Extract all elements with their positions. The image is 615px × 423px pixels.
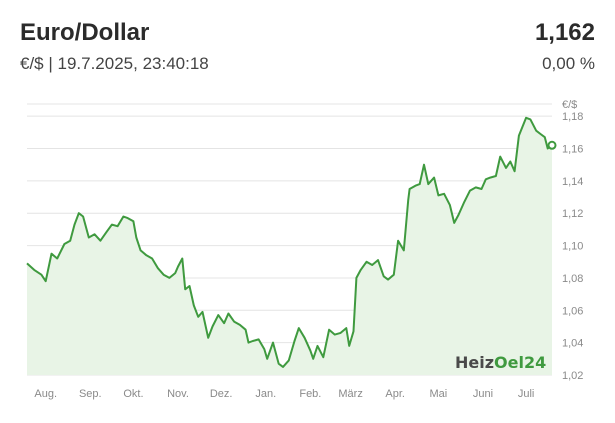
x-tick-label: Mai — [430, 388, 448, 400]
x-tick-label: März — [338, 388, 362, 400]
watermark-part-oel: Oel — [494, 353, 524, 372]
y-tick-label: 1,18 — [562, 111, 583, 123]
change-percent: 0,00 % — [542, 54, 595, 73]
x-tick-label: Aug. — [34, 388, 57, 400]
x-tick-label: Dez. — [210, 388, 233, 400]
heizoel24-watermark: HeizOel24 — [455, 353, 546, 372]
x-tick-label: Juli — [518, 388, 535, 400]
area-fill — [27, 117, 552, 376]
x-tick-label: Okt. — [123, 388, 143, 400]
svg-text:HeizOel24: HeizOel24 — [455, 353, 546, 372]
y-tick-label: 1,10 — [562, 241, 583, 253]
y-tick-label: 1,12 — [562, 208, 583, 220]
page-title: Euro/Dollar — [20, 19, 150, 46]
y-tick-label: 1,02 — [562, 370, 583, 382]
y-axis-ticks: 1,18 1,16 1,14 1,12 1,10 1,08 1,06 1,04 1,02 — [562, 111, 583, 382]
last-point-marker[interactable] — [547, 140, 557, 150]
watermark-part-heiz: Heiz — [455, 353, 494, 372]
y-tick-label: 1,16 — [562, 144, 583, 156]
x-tick-label: Sep. — [79, 388, 102, 400]
timestamp-subtitle: €/$ | 19.7.2025, 23:40:18 — [20, 54, 209, 73]
x-tick-label: Jan. — [255, 388, 276, 400]
x-tick-label: Juni — [473, 388, 493, 400]
series-line — [26, 116, 553, 368]
x-tick-label: Apr. — [385, 388, 405, 400]
y-tick-label: 1,14 — [562, 176, 583, 188]
current-rate-value: 1,162 — [534, 19, 595, 46]
y-tick-label: 1,04 — [562, 338, 583, 350]
y-tick-label: 1,06 — [562, 305, 583, 317]
y-tick-label: 1,08 — [562, 273, 583, 285]
watermark-part-24: 24 — [524, 353, 546, 372]
x-tick-label: Feb. — [299, 388, 321, 400]
y-axis-unit-label: €/$ — [562, 99, 577, 111]
x-tick-label: Nov. — [167, 388, 189, 400]
x-axis-ticks: Aug. Sep. Okt. Nov. Dez. Jan. Feb. März Apr. Mai J… — [34, 388, 534, 400]
